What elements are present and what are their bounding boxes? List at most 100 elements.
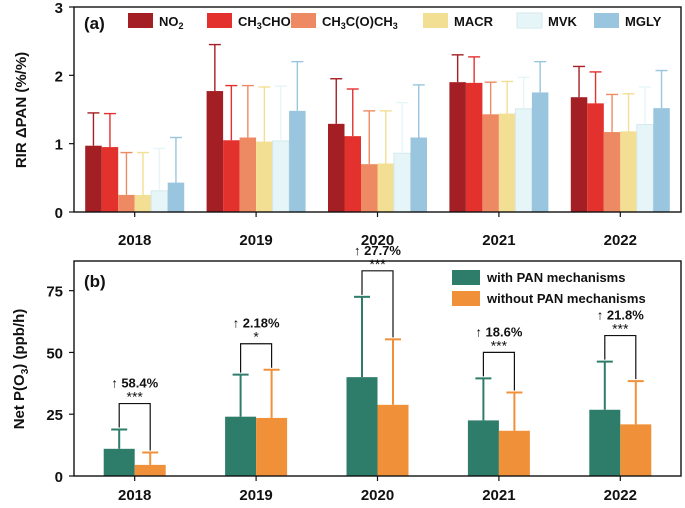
bar-a-2021-0 [449, 82, 466, 213]
y-tick-label-a-3: 3 [55, 0, 63, 17]
bar-a-2019-0 [206, 91, 224, 212]
panel-b-label: (b) [84, 272, 106, 291]
bar-b-2022-1 [620, 424, 652, 476]
x-tick-label-b-2020: 2020 [361, 487, 394, 504]
bar-a-2019-2 [239, 137, 257, 212]
bar-a-2021-5 [531, 92, 549, 212]
x-tick-label-b-2021: 2021 [482, 487, 515, 504]
sig-stars-2019: * [253, 329, 259, 345]
panel-a: 0 1 2 3 2018 2019 2020 2021 2022 (a) RIR ΔPAN (… [13, 0, 682, 249]
panel-b-error-bars [111, 295, 644, 465]
legend-swatch-5 [594, 13, 619, 28]
legend-swatch-4 [516, 12, 543, 29]
bar-a-2018-4 [150, 190, 169, 213]
bar-a-2022-2 [603, 132, 621, 212]
panel-a-label: (a) [84, 14, 105, 33]
bar-a-2020-3 [377, 163, 394, 212]
panel-a-bars [85, 82, 670, 213]
bar-b-2020-1 [377, 404, 409, 476]
panel-a-y-ticks: 0 1 2 3 [55, 0, 74, 222]
legend-b-swatch-0 [452, 270, 480, 285]
bar-a-2020-4 [393, 152, 411, 213]
bar-b-2018-0 [103, 448, 135, 476]
bar-a-2018-3 [134, 194, 152, 212]
bar-a-2020-1 [344, 136, 361, 212]
bar-b-2021-0 [467, 420, 499, 476]
legend-label-5: MGLY [625, 14, 662, 29]
y-tick-label-a-1: 1 [55, 137, 63, 154]
bar-a-2021-3 [498, 113, 516, 212]
bar-a-2022-5 [653, 108, 670, 212]
bar-b-2019-0 [225, 416, 257, 476]
legend-label-2: CH3C(O)CH3 [322, 14, 398, 31]
bar-a-2021-1 [465, 82, 483, 212]
x-tick-label-b-2022: 2022 [604, 487, 637, 504]
increase-label-2022: ↑ 21.8% [597, 308, 644, 323]
panel-b-significance-annotations: ***↑ 58.4%*↑ 2.18%***↑ 27.7%***↑ 18.6% **… [111, 243, 644, 451]
bar-a-2018-2 [118, 194, 135, 212]
bar-b-2021-1 [498, 430, 530, 476]
x-tick-label-a-2022: 2022 [604, 232, 637, 249]
x-tick-label-a-2019: 2019 [239, 232, 272, 249]
panel-b-legend: with PAN mechanisms without PAN mechanism… [452, 270, 646, 306]
bar-a-2018-1 [101, 147, 119, 212]
bar-b-2022-0 [589, 409, 621, 476]
increase-label-2018: ↑ 58.4% [111, 376, 158, 391]
bar-a-2020-5 [410, 137, 427, 212]
x-tick-label-b-2018: 2018 [118, 487, 151, 504]
panel-a-y-axis-label: RIR ΔPAN (%/%) [13, 52, 30, 168]
bar-a-2018-0 [85, 145, 102, 212]
sig-stars-2018: *** [127, 389, 144, 405]
panel-b: ***↑ 58.4%*↑ 2.18%***↑ 27.7%***↑ 18.6% **… [11, 243, 682, 504]
bar-a-2022-3 [620, 131, 637, 212]
bar-b-2019-1 [256, 417, 288, 476]
x-tick-label-b-2019: 2019 [239, 487, 272, 504]
bar-b-2020-0 [346, 377, 378, 476]
panel-b-bars [103, 377, 652, 476]
sig-bracket-2019 [240, 343, 273, 373]
panel-b-y-ticks: 0 25 50 75 [46, 284, 74, 486]
x-tick-label-a-2018: 2018 [118, 232, 151, 249]
bar-a-2018-5 [167, 182, 185, 212]
y-tick-label-b-0: 0 [55, 469, 63, 486]
bar-a-2019-1 [223, 140, 240, 212]
sig-bracket-2021 [482, 351, 515, 391]
ylabel-part-units: ) (ppb/h) [11, 309, 28, 369]
bar-a-2022-0 [570, 97, 588, 212]
bar-a-2022-1 [587, 103, 604, 212]
y-tick-label-a-2: 2 [55, 68, 63, 85]
sig-stars-2020: *** [369, 256, 386, 272]
legend-label-4: MVK [548, 14, 578, 29]
ylabel-part-net: Net P(O [11, 374, 28, 429]
bar-a-2020-0 [328, 123, 345, 212]
sig-stars-2021: *** [491, 337, 508, 353]
y-tick-label-a-0: 0 [55, 205, 63, 222]
bar-a-2019-4 [272, 140, 290, 213]
y-tick-label-b-25: 25 [46, 407, 63, 424]
bar-a-2019-5 [289, 110, 306, 212]
panel-a-x-ticks: 2018 2019 2020 2021 2022 [118, 212, 637, 249]
panel-b-x-ticks: 2018 2019 2020 2021 2022 [118, 476, 637, 504]
x-tick-label-a-2020: 2020 [361, 232, 394, 249]
legend-swatch-3 [423, 13, 448, 28]
bar-a-2019-3 [256, 141, 273, 212]
legend-b-swatch-1 [452, 291, 480, 306]
bar-a-2021-2 [482, 114, 499, 212]
bar-a-2022-4 [636, 124, 654, 213]
sig-bracket-2022 [604, 334, 637, 380]
bar-a-2020-2 [361, 164, 378, 212]
increase-label-2020: ↑ 27.7% [354, 243, 401, 258]
legend-swatch-1 [207, 13, 232, 28]
panel-b-y-axis-label: Net P(O3) (ppb/h) [11, 309, 31, 430]
increase-label-2019: ↑ 2.18% [233, 316, 280, 331]
panel-a-error-bars [87, 43, 668, 195]
ylabel-part-sub: 3 [20, 368, 31, 374]
legend-label-3: MACR [454, 14, 494, 29]
y-tick-label-b-75: 75 [46, 284, 63, 301]
legend-swatch-2 [291, 13, 316, 28]
y-tick-label-b-50: 50 [46, 345, 63, 362]
bar-b-2018-1 [134, 464, 166, 476]
sig-bracket-2018 [118, 402, 151, 451]
increase-label-2021: ↑ 18.6% [475, 324, 522, 339]
